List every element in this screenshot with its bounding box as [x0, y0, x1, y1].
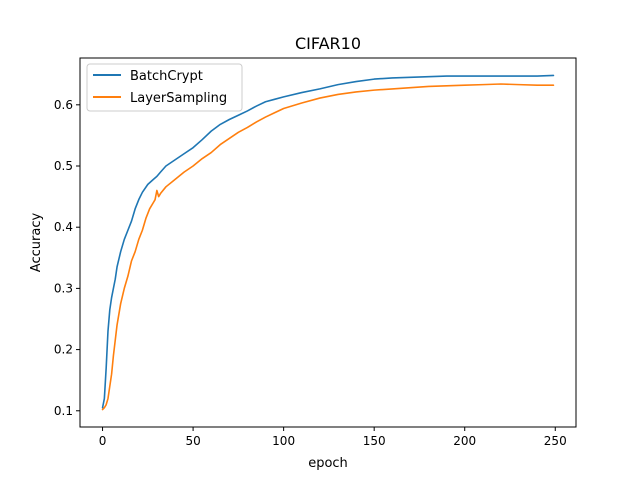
series-line-batchcrypt [101, 74, 555, 409]
legend: BatchCrypt LayerSampling [86, 63, 243, 112]
legend-label-batchcrypt: BatchCrypt [130, 69, 203, 84]
series-layer [101, 74, 555, 411]
x-tick-label: 50 [185, 434, 200, 448]
x-axis-label: epoch [308, 456, 348, 471]
y-tick-label: 0.1 [54, 404, 73, 418]
x-axis-ticks: 0 50 100 150 200 250 [99, 427, 567, 448]
plot-frame [79, 57, 577, 428]
legend-box [86, 63, 243, 112]
y-tick-label: 0.2 [54, 343, 73, 357]
x-tick-label: 200 [453, 434, 476, 448]
x-tick-label: 0 [99, 434, 107, 448]
x-tick-label: 150 [363, 434, 386, 448]
chart-title: CIFAR10 [295, 34, 361, 53]
legend-label-layersampling: LayerSampling [130, 91, 227, 106]
y-tick-label: 0.6 [54, 98, 73, 112]
y-tick-label: 0.4 [54, 220, 73, 234]
series-line-layersampling [101, 83, 555, 411]
y-tick-label: 0.5 [54, 159, 73, 173]
y-tick-label: 0.3 [54, 281, 73, 295]
y-axis-label: Accuracy [29, 213, 44, 273]
x-tick-label: 250 [544, 434, 567, 448]
y-axis-ticks: 0.1 0.2 0.3 0.4 0.5 0.6 [54, 98, 80, 418]
x-tick-label: 100 [272, 434, 295, 448]
